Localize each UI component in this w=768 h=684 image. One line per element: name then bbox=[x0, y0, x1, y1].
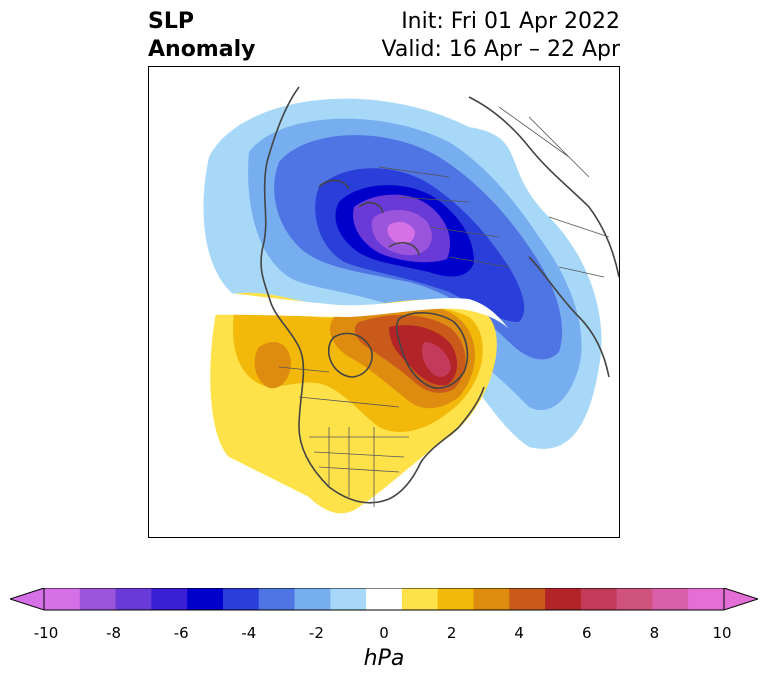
contour-pos-3b bbox=[254, 342, 291, 389]
contour-pos-6 bbox=[421, 342, 451, 377]
map-dates: Init: Fri 01 Apr 2022 Valid: 16 Apr – 22… bbox=[382, 8, 621, 64]
title-variable-line2: Anomaly bbox=[148, 37, 256, 62]
colorbar-tick-label: 0 bbox=[379, 624, 389, 642]
colorbar-segment bbox=[437, 588, 474, 610]
colorbar-extend-low bbox=[10, 588, 45, 611]
negative-anomaly-region bbox=[203, 98, 602, 449]
colorbar-segment bbox=[688, 588, 725, 610]
init-date: Init: Fri 01 Apr 2022 bbox=[401, 9, 620, 34]
colorbar-tick-label: 4 bbox=[514, 624, 524, 642]
colorbar-segment bbox=[79, 588, 117, 610]
colorbar-segment bbox=[330, 588, 367, 610]
colorbar-extend-high bbox=[723, 588, 758, 611]
colorbar-tick-label: -10 bbox=[33, 624, 59, 642]
colorbar-segment bbox=[115, 588, 152, 610]
colorbar-tick-label: -2 bbox=[308, 624, 324, 642]
europe-coast bbox=[528, 256, 610, 378]
white-gap-band bbox=[149, 285, 509, 329]
colorbar-segment bbox=[616, 588, 653, 610]
colorbar-segment bbox=[366, 588, 403, 610]
hudson-bay-coast bbox=[327, 332, 373, 378]
colorbar-tick-label: 6 bbox=[582, 624, 592, 642]
colorbar-segment bbox=[258, 588, 296, 610]
coastlines bbox=[260, 86, 619, 504]
colorbar-tick-label: 8 bbox=[649, 624, 660, 642]
contour-neg-8 bbox=[387, 221, 415, 245]
colorbar-segment bbox=[401, 588, 439, 610]
anomaly-map bbox=[148, 66, 620, 538]
colorbar-tick-label: -6 bbox=[173, 624, 189, 642]
eurasia-coast bbox=[468, 96, 619, 278]
colorbar bbox=[10, 588, 758, 611]
colorbar-segment bbox=[44, 588, 81, 610]
colorbar-segment bbox=[545, 588, 582, 610]
colorbar-tick-label: 10 bbox=[712, 624, 732, 642]
colorbar-segment bbox=[473, 588, 510, 610]
colorbar-tick-label: -4 bbox=[241, 624, 257, 642]
north-america-coast bbox=[260, 86, 485, 504]
colorbar-outline bbox=[43, 588, 725, 611]
valid-range: Valid: 16 Apr – 22 Apr bbox=[381, 37, 621, 62]
arctic-islands bbox=[318, 179, 420, 256]
greenland-coast bbox=[396, 312, 469, 389]
colorbar-segment bbox=[652, 588, 689, 610]
borders bbox=[278, 106, 610, 507]
colorbar-unit-label: hPa bbox=[363, 646, 405, 671]
colorbar-segments bbox=[44, 588, 725, 610]
colorbar-tick-label: -8 bbox=[106, 624, 122, 642]
positive-anomaly-region bbox=[210, 292, 497, 514]
colorbar-segment bbox=[151, 588, 188, 610]
colorbar-tick-label: 2 bbox=[446, 624, 457, 642]
colorbar-segment bbox=[580, 588, 618, 610]
colorbar-segment bbox=[187, 588, 224, 610]
map-title: SLP Anomaly bbox=[148, 8, 255, 64]
colorbar-segment bbox=[509, 588, 546, 610]
colorbar-segment bbox=[222, 588, 260, 610]
title-variable-line1: SLP bbox=[148, 9, 194, 34]
colorbar-segment bbox=[294, 588, 331, 610]
